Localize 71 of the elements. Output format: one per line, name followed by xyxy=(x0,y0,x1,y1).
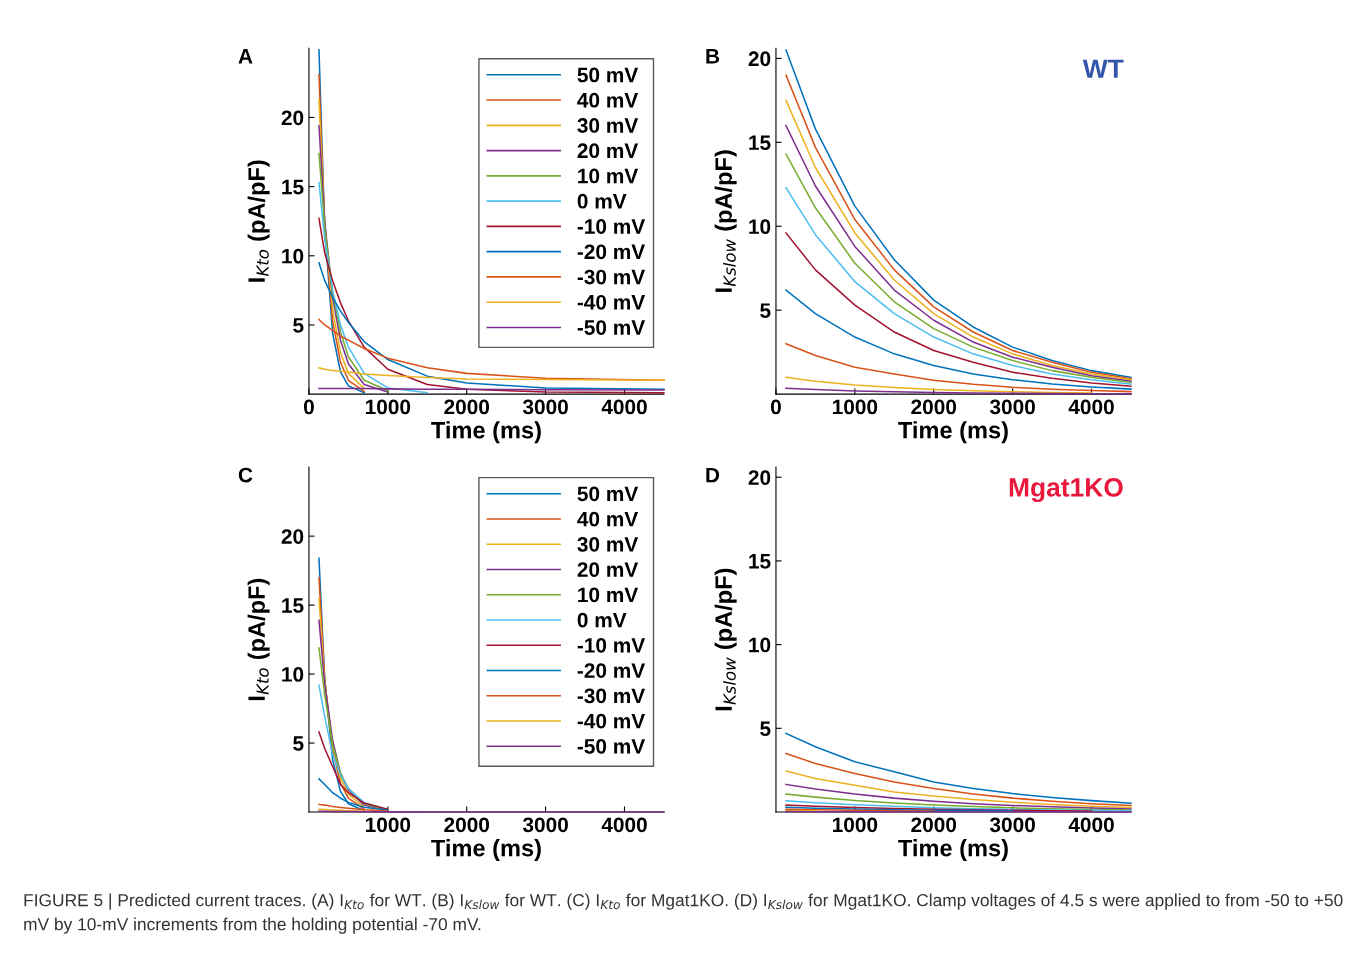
legend-label: -20 mV xyxy=(577,244,646,260)
chart-title: A xyxy=(238,49,253,64)
chart-title: B xyxy=(706,49,720,64)
y-tick-label: 20 xyxy=(281,529,304,544)
legend-label: -30 mV xyxy=(577,269,646,285)
annotation: WT xyxy=(1082,59,1124,78)
x-tick-label: 1000 xyxy=(832,399,878,415)
legend-label: -20 mV xyxy=(577,663,646,678)
x-tick-label: 2000 xyxy=(911,817,957,833)
legend-label: 10 mV xyxy=(578,168,639,184)
legend-label: 10 mV xyxy=(578,587,639,603)
y-tick-label: 15 xyxy=(749,554,771,569)
legend-label: 30 mV xyxy=(577,536,639,552)
y-tick-label: 10 xyxy=(282,248,304,264)
x-tick-label: 2000 xyxy=(911,399,957,415)
x-tick-label: 0 xyxy=(770,399,781,415)
y-tick-label: 5 xyxy=(760,303,771,318)
legend-label: -30 mV xyxy=(577,688,646,704)
y-axis-title: I$_{Kto}$ (pA/pF) xyxy=(247,578,270,701)
y-tick-label: 15 xyxy=(749,135,771,151)
legend-label: 40 mV xyxy=(577,511,639,527)
legend-label: -50 mV xyxy=(577,320,646,335)
x-tick-label: 4000 xyxy=(601,399,647,415)
y-tick-label: 10 xyxy=(749,637,771,653)
y-tick-label: 20 xyxy=(748,51,771,67)
x-tick-label: 1000 xyxy=(365,399,411,415)
y-axis-title: I$_{Kslow}$ (pA/pF) xyxy=(714,150,737,292)
y-tick-label: 5 xyxy=(293,318,304,333)
legend-label: -50 mV xyxy=(577,739,646,754)
x-axis-title: Time (ms) xyxy=(898,421,1008,444)
chart-title: C xyxy=(238,467,253,483)
x-tick-label: 2000 xyxy=(444,399,490,415)
x-tick-label: 4000 xyxy=(1068,399,1114,415)
x-tick-label: 3000 xyxy=(522,817,568,833)
legend-label: 50 mV xyxy=(577,67,639,83)
text: FIGURE 5 | Predicted current traces. (A) I$_{Kto}$ for WT. (B) I$_{Kslow}$ for WT. (C) I$_{Kto}$ for Mgat1KO. (D) I$_{Kslow}$ for Mgat1KO. Clamp voltages of 4.5 s were applied to from -50 to +50 mV by 10-mV increments from the holding potential -70 mV. xyxy=(24,893,1343,934)
x-tick-label: 1000 xyxy=(365,817,411,833)
y-tick-label: 20 xyxy=(281,110,304,126)
x-tick-label: 3000 xyxy=(989,817,1035,833)
x-tick-label: 2000 xyxy=(444,817,490,833)
y-tick-label: 5 xyxy=(760,721,771,737)
legend-label: 50 mV xyxy=(577,486,639,502)
chart-title: D xyxy=(706,467,720,483)
y-tick-label: 10 xyxy=(749,219,771,234)
x-tick-label: 3000 xyxy=(522,399,568,415)
legend-label: -40 mV xyxy=(577,713,646,729)
y-tick-label: 15 xyxy=(282,598,304,613)
y-tick-label: 15 xyxy=(282,179,304,195)
legend-label: -10 mV xyxy=(577,219,646,234)
y-tick-label: 20 xyxy=(748,470,771,485)
y-axis-title: I$_{Kto}$ (pA/pF) xyxy=(247,160,270,282)
y-tick-label: 10 xyxy=(282,667,304,682)
legend-label: 20 mV xyxy=(577,143,639,159)
x-axis-title: Time (ms) xyxy=(898,839,1008,862)
y-axis-title: I$_{Kslow}$ (pA/pF) xyxy=(714,568,737,711)
x-tick-label: 1000 xyxy=(832,817,878,833)
legend-label: 0 mV xyxy=(577,612,627,628)
legend-label: 0 mV xyxy=(577,193,627,209)
legend-label: 40 mV xyxy=(577,92,639,108)
annotation: Mgat1KO xyxy=(1009,478,1123,503)
x-axis-title: Time (ms) xyxy=(431,421,541,444)
legend-label: -40 mV xyxy=(577,294,646,310)
x-tick-label: 3000 xyxy=(989,399,1035,415)
x-tick-label: 4000 xyxy=(601,817,647,833)
legend-label: 30 mV xyxy=(577,118,639,133)
x-axis-title: Time (ms) xyxy=(431,839,541,862)
x-tick-label: 0 xyxy=(303,399,314,415)
y-tick-label: 5 xyxy=(293,736,304,751)
legend-label: -10 mV xyxy=(577,637,646,653)
legend-label: 20 mV xyxy=(577,562,639,577)
x-tick-label: 4000 xyxy=(1068,817,1114,833)
